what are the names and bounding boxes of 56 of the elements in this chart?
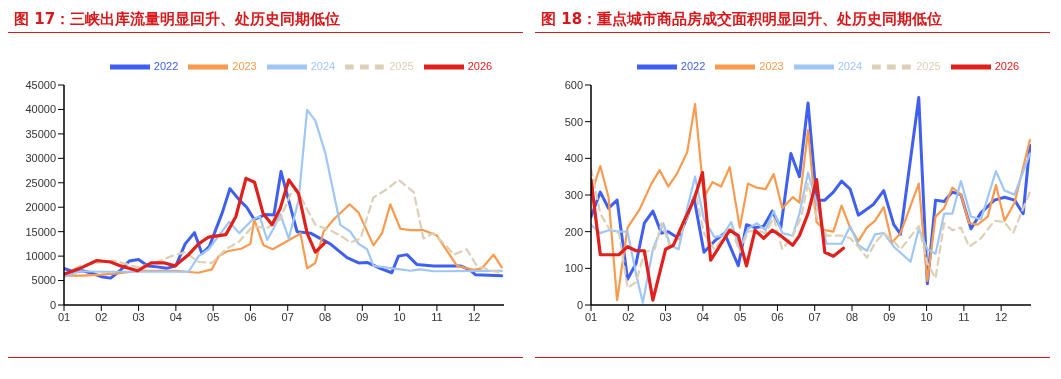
legend-label: 2025 (916, 59, 941, 72)
x-tick-label: 01 (584, 310, 598, 323)
x-tick-label: 05 (734, 310, 747, 323)
y-tick-label: 0 (576, 298, 583, 311)
y-tick-label: 15000 (25, 225, 56, 238)
x-tick-label: 11 (958, 310, 970, 323)
x-tick-label: 04 (169, 310, 182, 323)
x-tick-label: 08 (845, 310, 859, 323)
line-series (64, 108, 503, 278)
x-tick-label: 11 (431, 310, 443, 323)
line-series (591, 171, 846, 302)
y-tick-label: 300 (564, 188, 583, 201)
x-tick-label: 07 (281, 310, 294, 323)
legend-label: 2023 (759, 59, 784, 72)
x-tick-label: 08 (318, 310, 332, 323)
legend-label: 2026 (467, 59, 493, 72)
x-tick-label: 09 (883, 310, 896, 323)
chart-title: 图 18：重点城市商品房成交面积明显回升、处历史同期低位 (535, 8, 1050, 33)
y-tick-label: 5000 (31, 274, 56, 287)
x-tick-label: 05 (207, 310, 220, 323)
legend-label: 2022 (680, 59, 706, 72)
legend-label: 2025 (389, 59, 414, 72)
y-tick-label: 10000 (25, 250, 56, 263)
legend-label: 2022 (153, 59, 179, 72)
x-tick-label: 12 (995, 310, 1008, 323)
x-tick-label: 10 (393, 310, 406, 323)
x-tick-label: 03 (659, 310, 672, 323)
y-tick-label: 0 (49, 298, 56, 311)
x-tick-label: 07 (808, 310, 821, 323)
x-tick-label: 12 (468, 310, 481, 323)
y-tick-label: 25000 (25, 176, 56, 189)
x-tick-label: 10 (920, 310, 933, 323)
y-tick-label: 35000 (25, 127, 56, 140)
y-tick-label: 100 (564, 262, 583, 275)
line-series (64, 176, 327, 276)
legend-label: 2024 (310, 59, 336, 72)
y-tick-label: 40000 (25, 103, 56, 116)
x-tick-label: 02 (622, 310, 635, 323)
y-tick-label: 600 (564, 78, 583, 91)
y-tick-label: 20000 (25, 201, 56, 214)
legend-label: 2023 (232, 59, 257, 72)
x-tick-label: 02 (95, 310, 108, 323)
y-tick-label: 500 (564, 115, 583, 128)
y-tick-label: 200 (564, 225, 583, 238)
y-tick-label: 400 (564, 152, 583, 165)
x-tick-label: 06 (771, 310, 784, 323)
legend-label: 2024 (837, 59, 863, 72)
x-tick-label: 04 (696, 310, 709, 323)
y-tick-label: 30000 (25, 152, 56, 165)
x-tick-label: 03 (132, 310, 145, 323)
y-tick-label: 45000 (25, 78, 56, 91)
x-tick-label: 06 (244, 310, 257, 323)
x-tick-label: 01 (57, 310, 71, 323)
x-tick-label: 09 (356, 310, 369, 323)
chart-title: 图 17：三峡出库流量明显回升、处历史同期低位 (8, 8, 523, 33)
legend-label: 2026 (994, 59, 1020, 72)
